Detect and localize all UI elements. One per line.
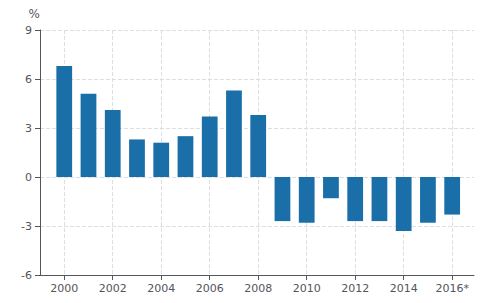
svg-text:9: 9 (25, 24, 32, 37)
svg-text:-3: -3 (21, 220, 32, 233)
svg-text:2004: 2004 (147, 282, 175, 295)
svg-text:3: 3 (25, 122, 32, 135)
svg-text:2002: 2002 (99, 282, 127, 295)
svg-text:2008: 2008 (244, 282, 272, 295)
svg-text:%: % (29, 7, 40, 21)
svg-text:-6: -6 (21, 269, 32, 282)
svg-text:2012: 2012 (341, 282, 369, 295)
svg-text:2010: 2010 (293, 282, 321, 295)
svg-text:2000: 2000 (50, 282, 78, 295)
svg-text:2016*: 2016* (435, 282, 469, 295)
svg-text:6: 6 (25, 73, 32, 86)
svg-text:2006: 2006 (196, 282, 224, 295)
svg-text:0: 0 (25, 171, 32, 184)
svg-text:2014: 2014 (390, 282, 418, 295)
